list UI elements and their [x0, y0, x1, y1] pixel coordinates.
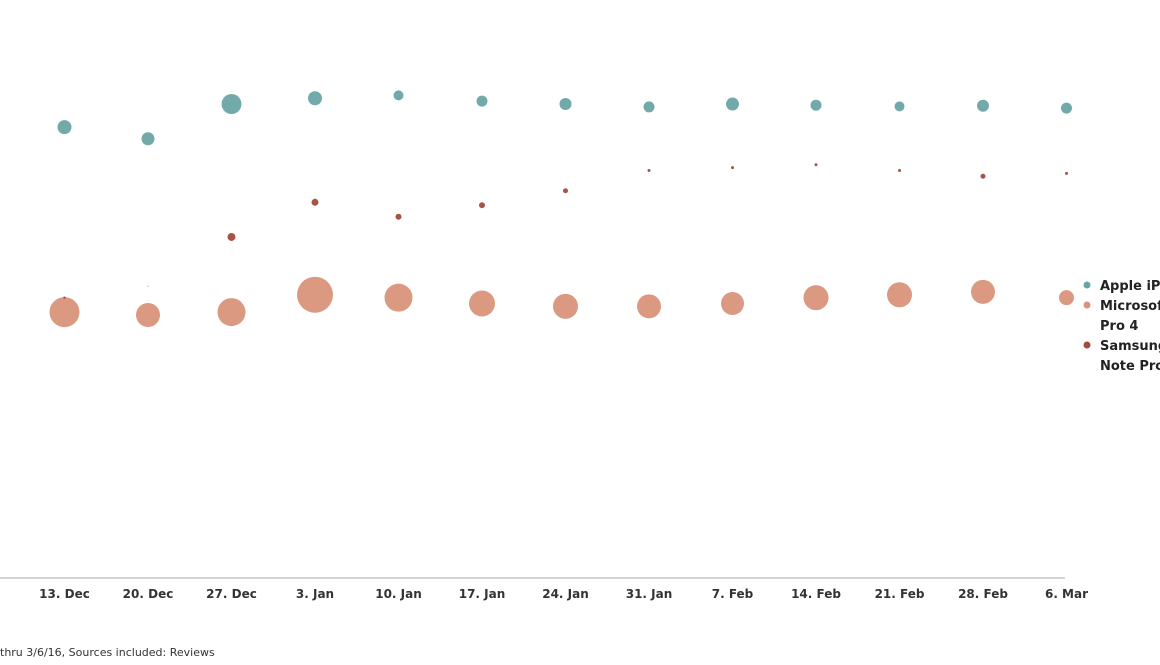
bubble-point-series-2[interactable] — [731, 166, 734, 170]
legend-label-series-2[interactable]: Samsung — [1100, 339, 1160, 354]
bubble-point-series-0[interactable] — [221, 94, 242, 115]
bubble-point-series-2[interactable] — [479, 202, 485, 209]
x-tick-label: 20. Dec — [123, 587, 174, 601]
legend-label-series-1[interactable]: Pro 4 — [1100, 319, 1138, 334]
bubble-point-series-0[interactable] — [1061, 102, 1072, 114]
x-tick-label: 6. Mar — [1045, 587, 1088, 601]
x-tick-label: 13. Dec — [39, 587, 90, 601]
legend-marker-series-1 — [1083, 301, 1091, 309]
bubble-point-series-0[interactable] — [810, 99, 822, 111]
bubble-point-series-1[interactable] — [1059, 290, 1074, 306]
bubble-point-series-2[interactable] — [563, 188, 568, 194]
bubble-point-series-0[interactable] — [476, 95, 488, 107]
bubble-point-series-0[interactable] — [393, 90, 404, 101]
bubble-point-series-2[interactable] — [1065, 171, 1068, 175]
bubble-point-series-1[interactable] — [637, 294, 661, 319]
bubble-point-series-0[interactable] — [726, 97, 739, 111]
bubble-point-series-1[interactable] — [803, 285, 829, 311]
bubble-point-series-1[interactable] — [217, 298, 246, 327]
legend-label-series-0[interactable]: Apple iP — [1100, 279, 1160, 294]
footnote: thru 3/6/16, Sources included: Reviews — [0, 646, 215, 659]
bubble-point-series-1[interactable] — [971, 279, 995, 304]
chart-marks — [49, 90, 1074, 328]
bubble-point-series-1[interactable] — [384, 283, 413, 312]
bubble-point-series-2[interactable] — [980, 173, 986, 179]
bubble-point-series-1[interactable] — [469, 290, 495, 317]
x-tick-label: 27. Dec — [206, 587, 257, 601]
bubble-point-series-2[interactable] — [814, 163, 818, 167]
x-tick-label: 14. Feb — [791, 587, 841, 601]
bubble-point-series-0[interactable] — [308, 91, 322, 106]
bubble-point-series-0[interactable] — [643, 101, 655, 113]
bubble-point-series-1[interactable] — [887, 282, 912, 308]
legend-marker-series-0 — [1083, 281, 1091, 289]
x-tick-label: 3. Jan — [296, 587, 334, 601]
bubble-point-series-1[interactable] — [49, 297, 80, 328]
x-tick-label: 10. Jan — [375, 587, 422, 601]
bubble-point-series-1[interactable] — [136, 303, 160, 328]
x-tick-label: 17. Jan — [459, 587, 506, 601]
legend: Apple iP Microsof Pro 4 Samsung Note Pro — [1083, 279, 1160, 374]
bubble-point-series-0[interactable] — [57, 120, 72, 135]
bubble-point-series-0[interactable] — [894, 101, 905, 112]
bubble-point-series-2[interactable] — [898, 169, 901, 173]
bubble-point-series-1[interactable] — [721, 291, 744, 315]
bubble-point-series-2[interactable] — [63, 296, 66, 299]
bubble-point-series-1[interactable] — [553, 293, 578, 319]
bubble-point-series-1[interactable] — [297, 276, 333, 313]
x-tick-label: 24. Jan — [542, 587, 589, 601]
bubble-point-series-0[interactable] — [141, 132, 155, 146]
legend-label-series-2[interactable]: Note Pro — [1100, 359, 1160, 374]
x-tick-label: 28. Feb — [958, 587, 1008, 601]
bubble-point-series-2[interactable] — [147, 285, 149, 287]
x-tick-label: 7. Feb — [712, 587, 754, 601]
bubble-point-series-2[interactable] — [311, 198, 319, 206]
x-tick-label: 21. Feb — [875, 587, 925, 601]
legend-label-series-1[interactable]: Microsof — [1100, 299, 1160, 314]
bubble-point-series-0[interactable] — [559, 98, 572, 111]
bubble-point-series-2[interactable] — [647, 169, 651, 173]
legend-marker-series-2 — [1083, 341, 1091, 349]
bubble-point-series-0[interactable] — [977, 99, 989, 112]
bubble-point-series-2[interactable] — [227, 232, 236, 241]
bubble-point-series-2[interactable] — [395, 213, 402, 220]
x-tick-label: 31. Jan — [626, 587, 673, 601]
